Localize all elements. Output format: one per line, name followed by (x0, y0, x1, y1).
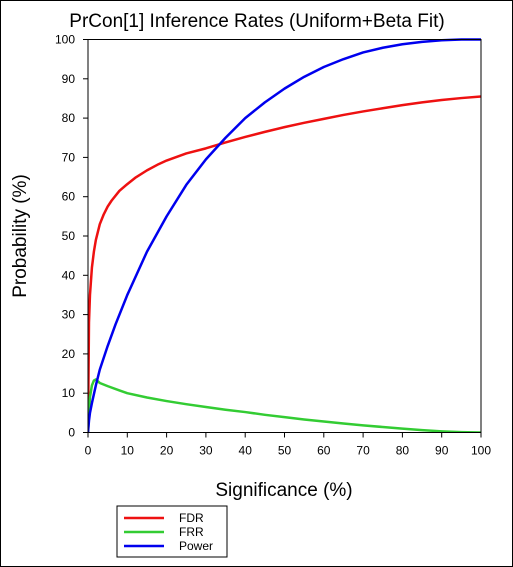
y-axis-label: Probability (%) (10, 174, 31, 298)
plot-area (87, 39, 482, 433)
x-tick-label: 0 (85, 444, 92, 458)
x-axis: 0 10 20 30 40 50 60 70 80 90 100 (85, 432, 491, 458)
y-tick-label: 40 (62, 268, 76, 282)
y-tick-label: 70 (62, 150, 76, 164)
y-tick-label: 100 (55, 33, 75, 47)
x-tick-label: 10 (121, 444, 135, 458)
x-tick-label: 20 (160, 444, 174, 458)
series-line-frr (88, 378, 481, 433)
x-tick-label: 30 (199, 444, 213, 458)
chart-title: PrCon[1] Inference Rates (Uniform+Beta F… (69, 11, 444, 32)
legend-label-power: Power (179, 539, 213, 553)
series-line-power (88, 38, 481, 433)
x-tick-label: 80 (396, 444, 410, 458)
y-tick-label: 0 (68, 426, 75, 440)
y-tick-label: 10 (62, 386, 76, 400)
legend-label-fdr: FDR (179, 511, 204, 525)
y-tick-label: 50 (62, 229, 76, 243)
x-tick-label: 90 (435, 444, 449, 458)
series-line-fdr (88, 95, 481, 433)
legend-label-frr: FRR (179, 525, 204, 539)
y-tick-label: 30 (62, 308, 76, 322)
y-tick-label: 80 (62, 111, 76, 125)
y-tick-label: 20 (62, 347, 76, 361)
x-tick-label: 40 (239, 444, 253, 458)
x-tick-label: 60 (317, 444, 331, 458)
y-axis: 0 10 20 30 40 50 60 70 80 90 100 (55, 33, 88, 440)
y-tick-label: 60 (62, 190, 76, 204)
x-tick-label: 100 (471, 444, 491, 458)
x-axis-label: Significance (%) (215, 480, 352, 501)
y-tick-label: 90 (62, 72, 76, 86)
x-tick-label: 50 (278, 444, 292, 458)
x-tick-label: 70 (356, 444, 370, 458)
